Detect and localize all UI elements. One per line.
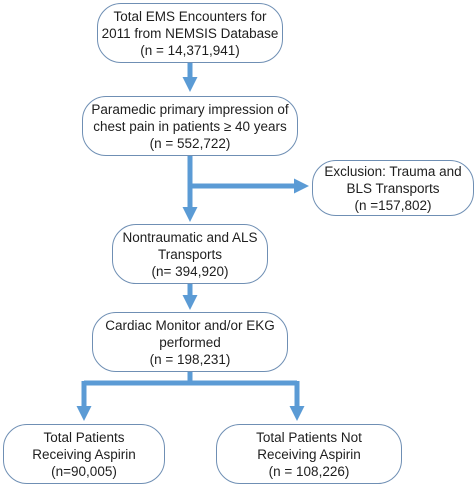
box-nontraumatic-line-3: (n= 394,920) [151,263,229,279]
box-chest-line-3: (n = 552,722) [149,135,231,151]
box-exclusion: Exclusion: Trauma and BLS Transports (n … [312,160,474,216]
box-aspirin-line-3: (n=90,005) [51,463,117,479]
box-aspirin-line-1: Total Patients [43,429,125,445]
box-receiving-aspirin: Total Patients Receiving Aspirin (n=90,0… [3,424,165,484]
box-chest-pain-impression: Paramedic primary impression of chest pa… [82,96,298,156]
box-chest-line-1: Paramedic primary impression of [91,101,289,117]
box-no-aspirin-line-3: (n = 108,226) [268,463,350,479]
box-exclusion-line-3: (n =157,802) [354,197,432,213]
box-cardiac-monitor-ekg: Cardiac Monitor and/or EKG performed (n … [92,312,288,372]
box-nontraumatic-line-2: Transports [157,246,223,262]
box-no-aspirin-line-1: Total Patients Not [256,429,362,445]
box-aspirin-line-2: Receiving Aspirin [32,446,136,462]
box-exclusion-line-2: BLS Transports [346,180,440,196]
box-chest-line-2: chest pain in patients ≥ 40 years [93,118,287,134]
box-exclusion-line-1: Exclusion: Trauma and [324,163,462,179]
box-cardiac-line-3: (n = 198,231) [149,351,231,367]
box-nontraumatic-als: Nontraumatic and ALS Transports (n= 394,… [112,224,268,284]
box-nontraumatic-line-1: Nontraumatic and ALS [122,229,258,245]
box-cardiac-line-1: Cardiac Monitor and/or EKG [105,317,275,333]
box-cardiac-line-2: performed [159,334,221,350]
box-no-aspirin-line-2: Receiving Aspirin [257,446,361,462]
box-total-ems-encounters: Total EMS Encounters for 2011 from NEMSI… [97,3,283,63]
box-not-receiving-aspirin: Total Patients Not Receiving Aspirin (n … [216,424,402,484]
box-total-line-2: 2011 from NEMSIS Database [101,25,279,41]
box-total-line-1: Total EMS Encounters for [113,8,267,24]
box-total-line-3: (n = 14,371,941) [140,42,240,58]
